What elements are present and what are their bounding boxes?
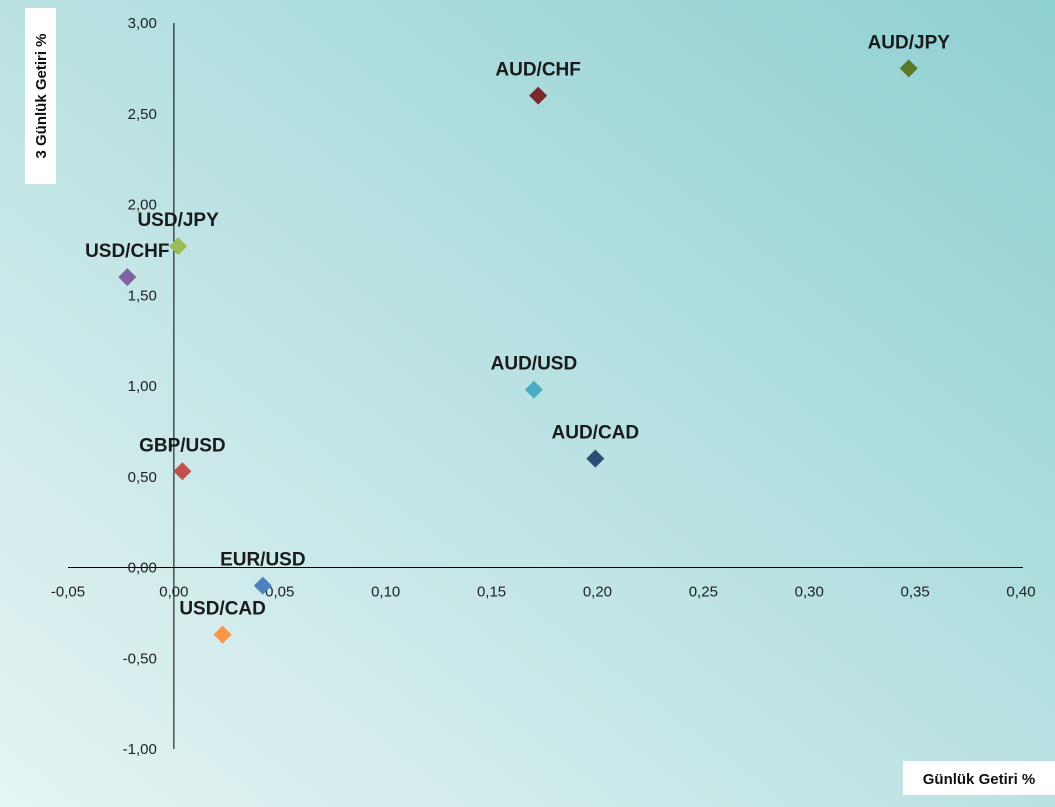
data-label-usd-chf: USD/CHF (85, 241, 169, 262)
y-tick-label: 0,00 (128, 560, 157, 577)
data-point-eur-usd (253, 576, 272, 595)
y-axis-title: 3 Günlük Getiri % (33, 33, 50, 158)
data-label-aud-usd: AUD/USD (491, 354, 578, 375)
x-tick-label: 0,30 (795, 584, 824, 601)
data-point-aud-usd (524, 380, 543, 399)
y-tick-label: 2,00 (128, 197, 157, 214)
x-tick-label: 0,40 (1006, 584, 1035, 601)
x-axis-title: Günlük Getiri % (923, 771, 1036, 788)
data-point-aud-chf (529, 86, 548, 105)
y-tick-label: 0,50 (128, 469, 157, 486)
data-label-aud-cad: AUD/CAD (552, 423, 640, 444)
data-label-gbp-usd: GBP/USD (139, 435, 226, 456)
data-point-gbp-usd (173, 462, 192, 481)
x-tick-label: 0,00 (159, 584, 188, 601)
data-point-usd-jpy (169, 237, 188, 256)
x-tick-label: 0,05 (265, 584, 294, 601)
y-axis-title-box: 3 Günlük Getiri % (25, 8, 56, 184)
x-axis-title-box: Günlük Getiri % (903, 761, 1055, 795)
data-label-aud-jpy: AUD/JPY (868, 32, 951, 53)
data-point-aud-jpy (899, 59, 918, 78)
y-tick-label: 3,00 (128, 15, 157, 32)
data-label-usd-jpy: USD/JPY (137, 210, 219, 231)
y-tick-label: 1,50 (128, 287, 157, 304)
x-tick-label: 0,25 (689, 584, 718, 601)
data-label-eur-usd: EUR/USD (220, 550, 306, 571)
x-tick-label: 0,15 (477, 584, 506, 601)
x-tick-label: 0,20 (583, 584, 612, 601)
y-tick-label: -0,50 (123, 650, 157, 667)
y-tick-label: 1,00 (128, 378, 157, 395)
data-label-usd-cad: USD/CAD (179, 599, 266, 620)
x-tick-label: 0,10 (371, 584, 400, 601)
data-point-usd-cad (213, 625, 232, 644)
x-tick-label: -0,05 (51, 584, 85, 601)
y-tick-label: -1,00 (123, 741, 157, 758)
data-label-aud-chf: AUD/CHF (495, 60, 581, 81)
data-point-aud-cad (586, 449, 605, 468)
y-tick-label: 2,50 (128, 106, 157, 123)
data-point-usd-chf (118, 268, 137, 287)
x-tick-label: 0,35 (901, 584, 930, 601)
